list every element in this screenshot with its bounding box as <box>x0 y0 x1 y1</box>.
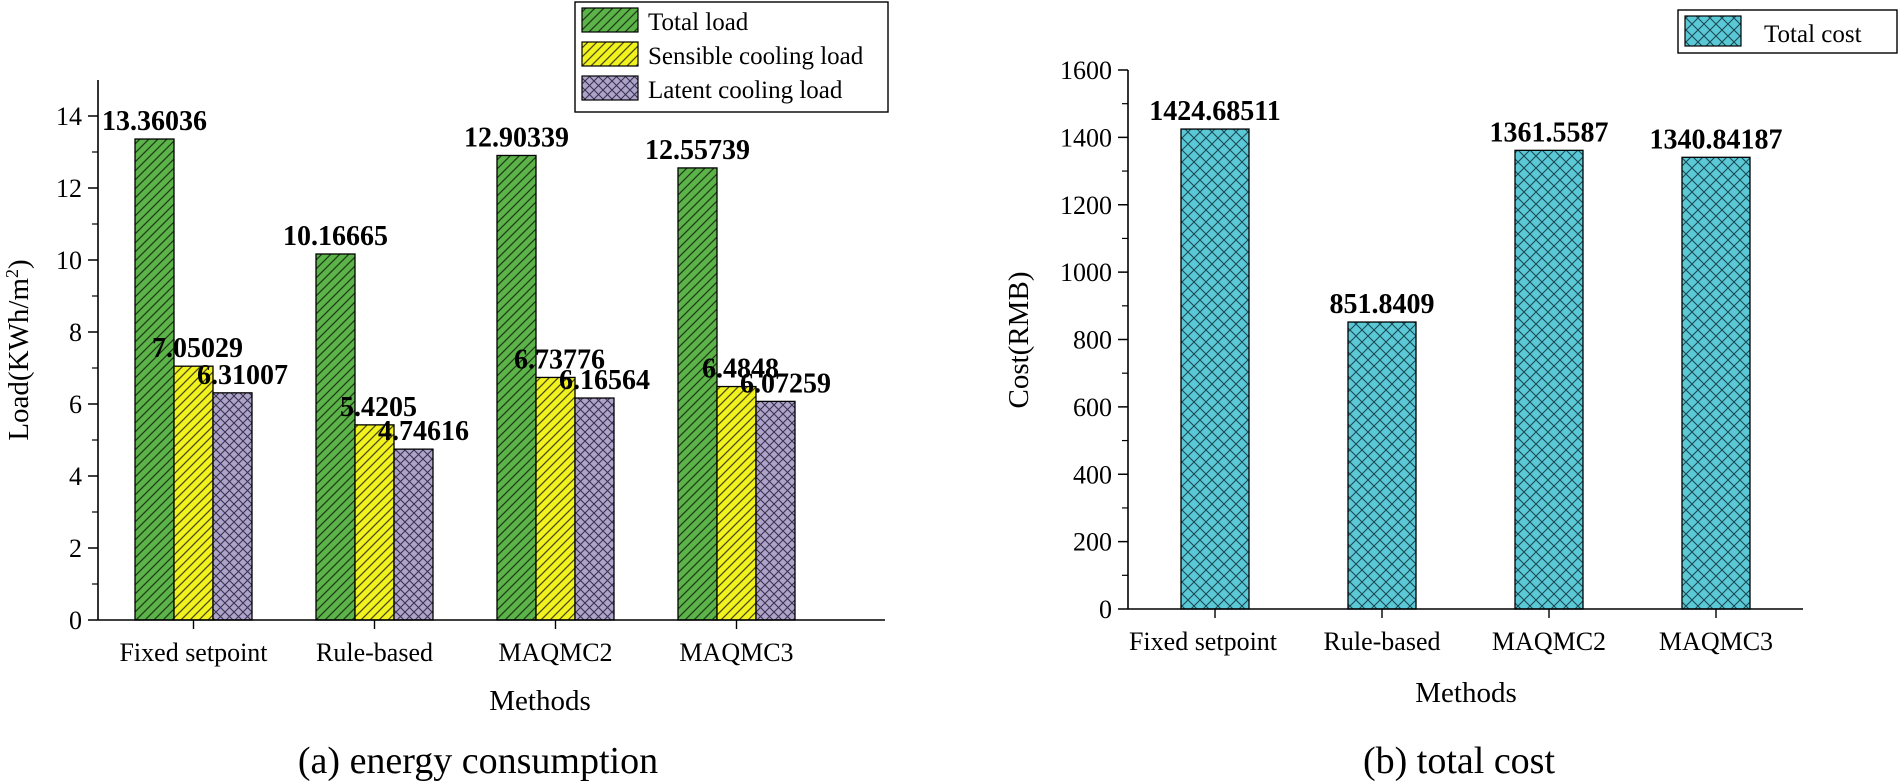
legend-label-total-cost: Total cost <box>1764 21 1862 48</box>
label-latent-cooling-load-fixed-setpoint: 6.31007 <box>197 360 288 391</box>
bar-total-load-maqmc2 <box>496 154 537 621</box>
bar-total-cost-rule-based <box>1347 321 1417 610</box>
label-total-load-maqmc3: 12.55739 <box>645 135 750 166</box>
legend-swatch-total-cost <box>1684 15 1742 47</box>
b-legend: Total cost <box>1677 9 1898 54</box>
legend-swatch-sensible-cooling-load <box>581 41 639 67</box>
a-x-tick-label-rule-based: Rule-based <box>316 638 433 667</box>
bar-total-load-fixed-setpoint <box>134 138 175 621</box>
bar-sensible-cooling-load-rule-based <box>354 424 395 621</box>
b-y-tick-label-1400: 1400 <box>1060 123 1112 152</box>
b-y-tick-label-1600: 1600 <box>1060 56 1112 85</box>
label-total-cost-maqmc2: 1361.5587 <box>1490 117 1609 148</box>
bar-total-cost-maqmc2 <box>1514 149 1584 610</box>
bar-total-cost-maqmc3 <box>1681 156 1751 610</box>
bar-total-load-rule-based <box>315 253 356 621</box>
label-sensible-cooling-load-rule-based: 5.4205 <box>340 392 417 423</box>
legend-label-latent-cooling-load: Latent cooling load <box>648 77 843 104</box>
legend-swatch-latent-cooling-load <box>581 75 639 101</box>
b-data-labels: 1424.68511 851.8409 1361.5587 1340.84187 <box>1149 96 1782 320</box>
bar-latent-cooling-load-rule-based <box>393 448 434 621</box>
a-bars <box>134 138 796 621</box>
b-y-tick-label-1000: 1000 <box>1060 258 1112 287</box>
a-y-tick-label-2: 2 <box>69 534 82 563</box>
b-x-tick-label-maqmc3: MAQMC3 <box>1659 627 1773 656</box>
bar-total-load-maqmc3 <box>677 167 718 621</box>
bar-sensible-cooling-load-maqmc3 <box>716 385 757 621</box>
a-y-tick-label-12: 12 <box>56 174 82 203</box>
a-y-ticks: 0 2 4 6 8 10 12 14 <box>56 102 98 635</box>
a-y-tick-label-0: 0 <box>69 606 82 635</box>
label-total-cost-fixed-setpoint: 1424.68511 <box>1149 96 1280 127</box>
bar-sensible-cooling-load-fixed-setpoint <box>173 365 214 621</box>
a-y-axis-label: Load(KWh/m2) <box>2 259 35 440</box>
b-x-tick-labels: Fixed setpoint Rule-based MAQMC2 MAQMC3 <box>1129 609 1773 656</box>
label-latent-cooling-load-rule-based: 4.74616 <box>378 416 469 447</box>
label-latent-cooling-load-maqmc3: 6.07259 <box>740 368 831 399</box>
a-caption: (a) energy consumption <box>298 740 658 781</box>
a-legend: Total load Sensible cooling load Latent … <box>574 1 889 113</box>
b-x-tick-label-fixed-setpoint: Fixed setpoint <box>1129 627 1278 656</box>
label-sensible-cooling-load-fixed-setpoint: 7.05029 <box>152 333 243 364</box>
label-total-cost-rule-based: 851.8409 <box>1330 289 1435 320</box>
legend-label-sensible-cooling-load: Sensible cooling load <box>648 43 864 70</box>
bar-latent-cooling-load-maqmc2 <box>574 397 615 621</box>
bar-total-cost-fixed-setpoint <box>1180 128 1250 610</box>
a-x-axis-label: Methods <box>489 685 591 717</box>
b-y-tick-label-0: 0 <box>1099 595 1112 624</box>
label-total-cost-maqmc3: 1340.84187 <box>1650 124 1783 155</box>
a-y-tick-label-14: 14 <box>56 102 82 131</box>
b-y-tick-label-600: 600 <box>1073 393 1112 422</box>
label-sensible-cooling-load-maqmc3: 6.4848 <box>702 354 779 385</box>
a-y-tick-label-6: 6 <box>69 390 82 419</box>
a-y-tick-label-10: 10 <box>56 246 82 275</box>
bar-latent-cooling-load-fixed-setpoint <box>212 392 253 621</box>
bar-sensible-cooling-load-maqmc2 <box>535 376 576 621</box>
total-cost-chart: 0 200 400 600 800 1000 1200 1400 1600 1424.68511… <box>1003 9 1898 781</box>
b-x-axis-label: Methods <box>1415 677 1517 709</box>
label-total-load-maqmc2: 12.90339 <box>464 122 569 153</box>
a-x-tick-label-maqmc3: MAQMC3 <box>679 638 793 667</box>
label-total-load-rule-based: 10.16665 <box>283 221 388 252</box>
label-latent-cooling-load-maqmc2: 6.16564 <box>559 365 650 396</box>
a-x-tick-labels: Fixed setpoint Rule-based MAQMC2 MAQMC3 <box>119 620 794 667</box>
b-y-tick-label-400: 400 <box>1073 460 1112 489</box>
legend-label-total-load: Total load <box>648 9 749 36</box>
a-y-tick-label-8: 8 <box>69 318 82 347</box>
label-total-load-fixed-setpoint: 13.36036 <box>102 106 207 137</box>
b-bars <box>1180 128 1751 610</box>
legend-swatch-total-load <box>581 7 639 33</box>
b-y-tick-label-800: 800 <box>1073 326 1112 355</box>
b-x-tick-label-maqmc2: MAQMC2 <box>1492 627 1606 656</box>
a-y-tick-label-4: 4 <box>69 462 82 491</box>
b-y-tick-label-200: 200 <box>1073 528 1112 557</box>
b-y-ticks: 0 200 400 600 800 1000 1200 1400 1600 <box>1060 56 1128 624</box>
label-sensible-cooling-load-maqmc2: 6.73776 <box>514 344 605 375</box>
a-x-tick-label-maqmc2: MAQMC2 <box>498 638 612 667</box>
a-x-tick-label-fixed-setpoint: Fixed setpoint <box>119 638 268 667</box>
b-y-axis-label: Cost(RMB) <box>1003 272 1035 409</box>
bar-latent-cooling-load-maqmc3 <box>755 400 796 621</box>
b-caption: (b) total cost <box>1363 740 1556 781</box>
b-x-tick-label-rule-based: Rule-based <box>1324 627 1441 656</box>
b-y-tick-label-1200: 1200 <box>1060 191 1112 220</box>
